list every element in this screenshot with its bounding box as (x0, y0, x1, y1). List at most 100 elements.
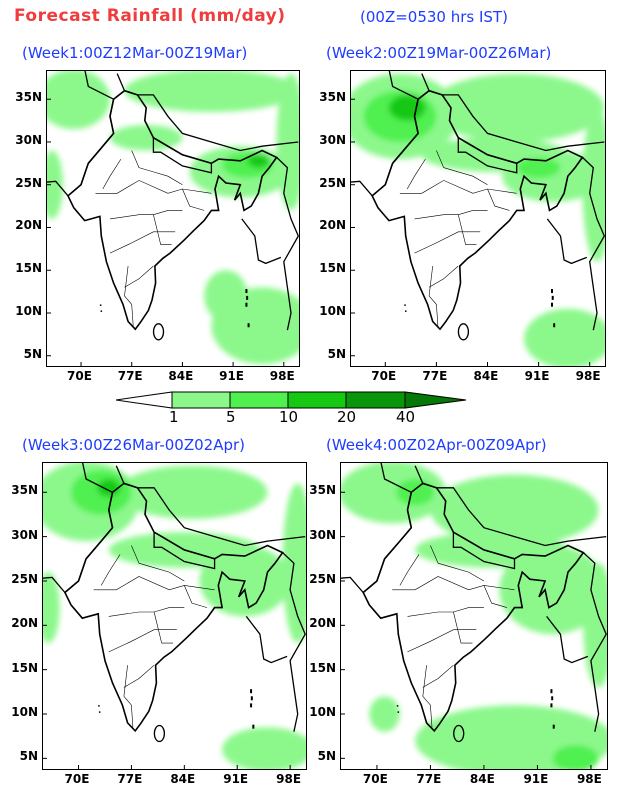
lon-tick-label: 84E (170, 772, 196, 786)
lat-tick-label: 5N (317, 749, 336, 764)
india-boundary (362, 482, 585, 733)
lat-tick-label: 20N (11, 616, 38, 631)
state-boundary (124, 265, 134, 326)
sri-lanka (152, 323, 165, 341)
lat-tick-label: 5N (327, 346, 346, 361)
time-note: (00Z=0530 hrs IST) (360, 8, 508, 26)
lon-tick-label: 70E (371, 369, 397, 383)
panel-title-week3: (Week3:00Z26Mar-00Z02Apr) (22, 436, 246, 454)
rain-area-level-1 (124, 71, 299, 113)
state-boundary (131, 545, 185, 582)
rain-shading (351, 73, 605, 366)
lon-tick-label: 84E (469, 772, 495, 786)
andaman-island (247, 323, 250, 328)
lat-tick-label: 30N (11, 527, 38, 542)
state-boundary (100, 554, 121, 586)
lakshadweep-island (99, 304, 102, 306)
colorbar-label: 20 (337, 408, 357, 426)
lat-tick-label: 30N (319, 132, 346, 147)
andaman-island (550, 302, 553, 307)
map-panel-week1 (46, 70, 300, 367)
country-boundary (452, 532, 516, 570)
lat-tick-label: 25N (11, 571, 38, 586)
andaman-island (553, 323, 556, 328)
lat-tick-label: 30N (309, 527, 336, 542)
lon-tick-label: 91E (223, 772, 249, 786)
colorbar-bin-1-5 (171, 391, 231, 409)
state-boundary (109, 210, 183, 220)
rain-area-level-1 (582, 107, 605, 262)
state-boundary (458, 214, 477, 245)
map-panel-week2 (350, 70, 606, 367)
country-boundary (341, 463, 413, 594)
state-boundary (428, 265, 459, 288)
country-boundary (282, 552, 306, 732)
country-boundary (241, 218, 282, 265)
rain-area-level-2 (552, 745, 599, 769)
andaman-island (250, 696, 253, 701)
lat-tick-label: 15N (15, 261, 42, 276)
country-boundary (153, 532, 216, 570)
lon-tick-label: 77E (117, 772, 143, 786)
lon-tick-label: 77E (422, 369, 448, 383)
rainfall-map (43, 463, 306, 769)
lakshadweep-island (396, 705, 399, 707)
lakshadweep-island (98, 705, 100, 707)
lat-tick-label: 15N (309, 660, 336, 675)
lon-tick-label: 98E (276, 772, 302, 786)
country-boundary (582, 552, 607, 732)
sri-lanka (457, 323, 470, 341)
andaman-island (551, 696, 554, 701)
india-boundary (371, 89, 584, 331)
state-boundary (95, 180, 212, 194)
state-boundary (453, 611, 473, 644)
lat-tick-label: 25N (309, 571, 336, 586)
andaman-island (550, 703, 553, 708)
lon-tick-label: 77E (416, 772, 442, 786)
lon-tick-label: 98E (576, 772, 602, 786)
rain-area-level-1 (110, 124, 183, 151)
rain-area-level-1 (47, 150, 63, 219)
country-boundary (245, 616, 288, 664)
lon-tick-label: 84E (473, 369, 499, 383)
state-boundary (436, 150, 488, 185)
lon-tick-label: 91E (523, 772, 549, 786)
rain-area-level-1 (222, 727, 306, 769)
state-boundary (399, 554, 420, 586)
lon-tick-label: 98E (269, 369, 295, 383)
lon-tick-label: 91E (219, 369, 244, 383)
andaman-island (552, 724, 555, 729)
country-boundary (43, 463, 114, 594)
lakshadweep-island (404, 304, 406, 306)
country-boundary (351, 71, 419, 197)
rain-shading (47, 71, 299, 365)
state-boundary (93, 576, 215, 591)
andaman-island (250, 689, 253, 694)
lat-tick-label: 10N (309, 705, 336, 719)
rainfall-map (47, 71, 299, 366)
map-panel-week3 (42, 462, 307, 770)
rain-area-level-1 (523, 308, 605, 366)
lon-tick-label: 70E (67, 369, 92, 383)
lat-tick-label: 35N (11, 483, 38, 498)
rain-area-level-1 (341, 463, 446, 524)
lat-tick-label: 25N (319, 175, 346, 190)
rain-area-level-1 (116, 465, 268, 519)
state-boundary (153, 611, 173, 644)
lat-tick-label: 15N (11, 660, 38, 675)
colorbar-label: 1 (169, 408, 179, 426)
state-boundary (414, 231, 481, 254)
state-boundary (108, 607, 185, 617)
lat-tick-label: 10N (15, 303, 42, 318)
lat-tick-label: 35N (15, 90, 42, 105)
state-boundary (487, 188, 510, 211)
rain-area-level-1 (369, 696, 400, 732)
lakshadweep-island (98, 711, 101, 713)
country-boundary (421, 73, 605, 152)
colorbar-bin-10-20 (287, 391, 347, 409)
andaman-island (245, 289, 248, 294)
panel-title-week4: (Week4:00Z02Apr-00Z09Apr) (326, 436, 547, 454)
country-boundary (152, 137, 213, 174)
state-boundary (414, 210, 488, 220)
country-boundary (581, 156, 605, 331)
